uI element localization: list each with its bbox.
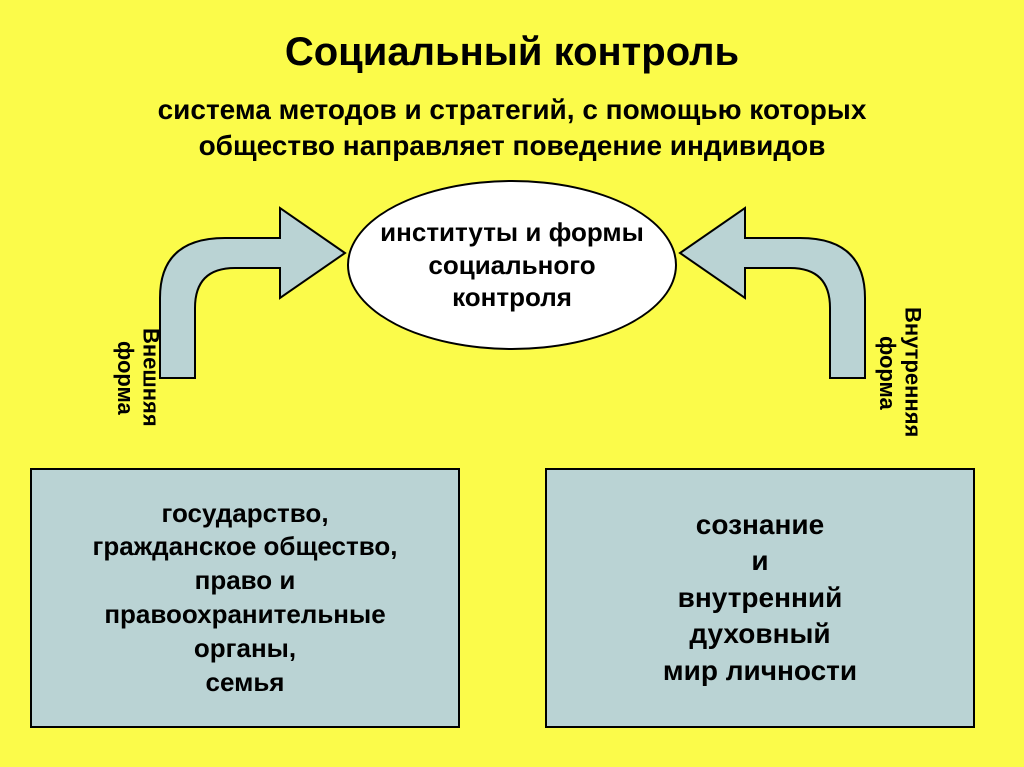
left-box-line: органы, bbox=[194, 632, 296, 666]
diagram-subtitle: система методов и стратегий, с помощью к… bbox=[0, 92, 1024, 165]
diagram-canvas: Социальный контроль система методов и ст… bbox=[0, 0, 1024, 767]
left-box-line: гражданское общество, bbox=[93, 530, 398, 564]
ellipse-line1: институты и формы bbox=[380, 217, 644, 247]
right-vertical-label: Внутренняя форма bbox=[870, 275, 930, 470]
left-box-line: семья bbox=[206, 666, 285, 700]
right-box-line: духовный bbox=[689, 616, 830, 652]
right-box-line: внутренний bbox=[678, 580, 843, 616]
ellipse-line3: контроля bbox=[452, 282, 572, 312]
right-box: сознаниеивнутреннийдуховныймир личности bbox=[545, 468, 975, 728]
left-box-line: государство, bbox=[161, 497, 328, 531]
subtitle-line2: общество направляет поведение индивидов bbox=[199, 130, 826, 161]
left-vlabel-line1: Внешняя bbox=[138, 328, 163, 427]
left-vertical-label: Внешняя форма bbox=[108, 295, 168, 460]
right-vlabel-line2: форма bbox=[875, 336, 900, 410]
diagram-title: Социальный контроль bbox=[0, 30, 1024, 75]
subtitle-line1: система методов и стратегий, с помощью к… bbox=[158, 94, 867, 125]
right-box-line: мир личности bbox=[663, 653, 857, 689]
right-box-line-bold: сознание bbox=[696, 507, 824, 543]
right-box-line: и bbox=[751, 543, 768, 579]
right-vlabel-line1: Внутренняя bbox=[900, 307, 925, 437]
ellipse-line2: социального bbox=[428, 250, 595, 280]
left-vlabel-line2: форма bbox=[113, 341, 138, 415]
center-ellipse: институты и формы социального контроля bbox=[347, 180, 677, 350]
left-box-line: правоохранительные bbox=[104, 598, 385, 632]
left-box: государство,гражданское общество,право и… bbox=[30, 468, 460, 728]
left-box-line: право и bbox=[195, 564, 296, 598]
